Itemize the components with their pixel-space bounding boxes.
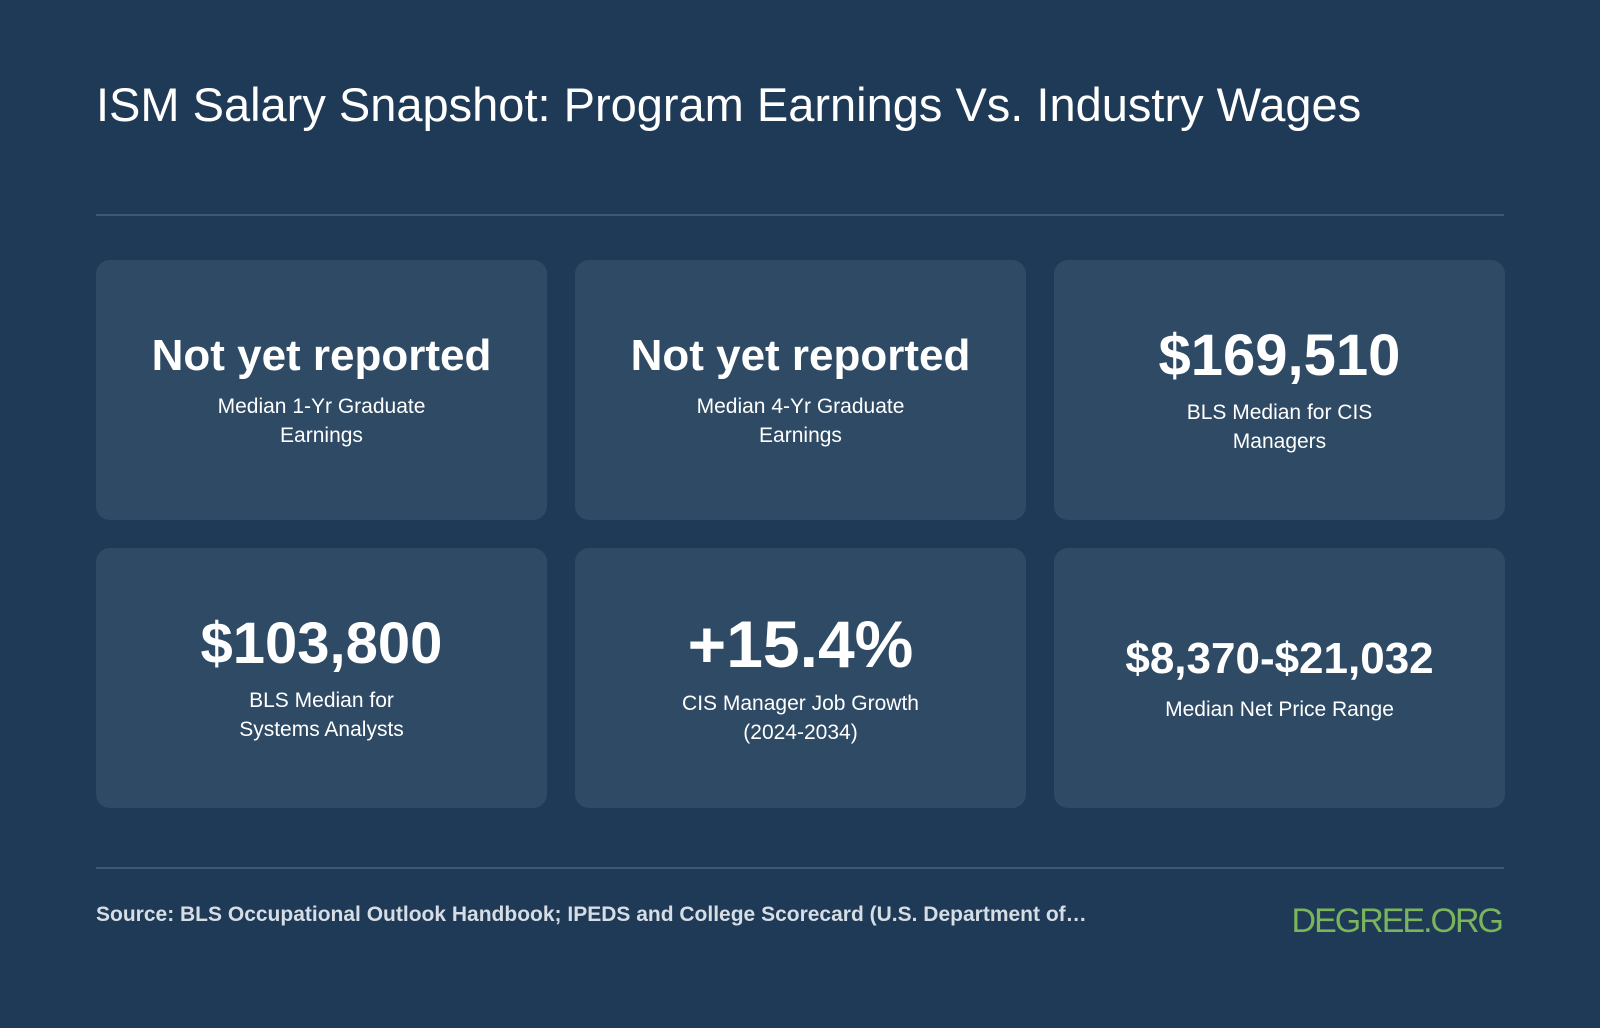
stat-label: CIS Manager Job Growth (2024-2034): [682, 692, 919, 744]
stat-label: BLS Median for Systems Analysts: [239, 689, 404, 741]
page-title: ISM Salary Snapshot: Program Earnings Vs…: [96, 78, 1362, 131]
degree-org-logo: DEGREE.ORG: [1291, 902, 1504, 940]
stat-card-net-price-range: $8,370-$21,032 Median Net Price Range: [1054, 548, 1505, 808]
stat-value: $8,370-$21,032: [1125, 633, 1434, 683]
source-note: Source: BLS Occupational Outlook Handboo…: [96, 903, 1087, 926]
stat-label: Median 1-Yr Graduate Earnings: [217, 395, 426, 447]
stat-card-1yr-earnings: Not yet reported Median 1-Yr Graduate Ea…: [96, 260, 547, 520]
stat-value: $169,510: [1158, 323, 1401, 388]
stat-label: Median 4-Yr Graduate Earnings: [696, 395, 905, 447]
stat-value: Not yet reported: [151, 331, 492, 380]
title-divider: [96, 214, 1504, 216]
stat-value: Not yet reported: [630, 331, 971, 380]
stat-value: +15.4%: [687, 607, 914, 681]
stat-card-4yr-earnings: Not yet reported Median 4-Yr Graduate Ea…: [575, 260, 1026, 520]
stat-card-systems-analysts-median: $103,800 BLS Median for Systems Analysts: [96, 548, 547, 808]
footer-divider: [96, 867, 1504, 869]
stat-label: Median Net Price Range: [1165, 697, 1394, 721]
stat-card-job-growth: +15.4% CIS Manager Job Growth (2024-2034…: [575, 548, 1026, 808]
stat-card-cis-managers-median: $169,510 BLS Median for CIS Managers: [1054, 260, 1505, 520]
stat-label: BLS Median for CIS Managers: [1186, 401, 1373, 453]
stat-value: $103,800: [200, 611, 443, 676]
